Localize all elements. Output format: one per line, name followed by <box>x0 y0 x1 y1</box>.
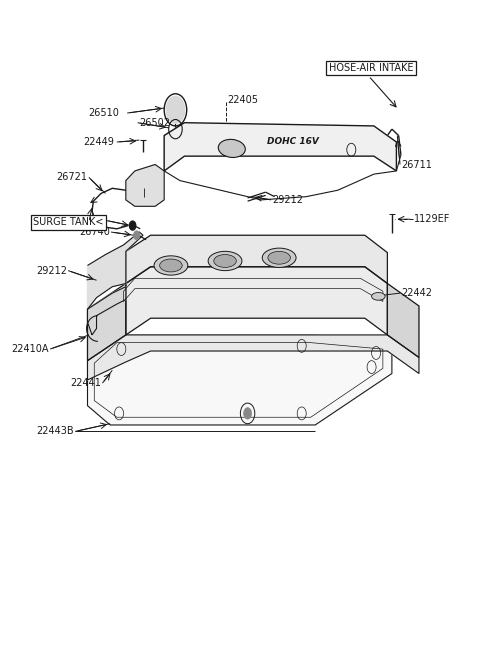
Polygon shape <box>164 123 396 171</box>
Polygon shape <box>87 335 392 425</box>
Circle shape <box>166 96 185 124</box>
Text: 1129EF: 1129EF <box>414 214 451 224</box>
Text: 22410A: 22410A <box>12 344 49 354</box>
Text: 26740: 26740 <box>79 227 110 237</box>
Ellipse shape <box>214 254 236 267</box>
Text: 22441: 22441 <box>70 378 101 388</box>
Polygon shape <box>387 283 419 357</box>
Polygon shape <box>126 267 387 335</box>
Ellipse shape <box>218 139 245 158</box>
Polygon shape <box>87 335 419 380</box>
Ellipse shape <box>372 292 385 300</box>
Text: HOSE-AIR INTAKE: HOSE-AIR INTAKE <box>329 63 413 73</box>
Circle shape <box>243 407 252 419</box>
Polygon shape <box>126 164 164 206</box>
Text: DOHC 16V: DOHC 16V <box>267 137 319 147</box>
Ellipse shape <box>208 252 242 271</box>
Text: 26711: 26711 <box>401 160 432 170</box>
Text: 1472AG: 1472AG <box>67 215 106 225</box>
Text: 22449: 22449 <box>84 137 115 147</box>
Polygon shape <box>87 283 126 361</box>
Text: 22443B: 22443B <box>36 426 74 436</box>
Text: 22442: 22442 <box>401 288 432 298</box>
Text: 26502: 26502 <box>139 118 170 127</box>
Text: 26510: 26510 <box>88 108 119 118</box>
Polygon shape <box>87 286 126 335</box>
Polygon shape <box>87 232 143 309</box>
Text: 22405: 22405 <box>228 95 258 105</box>
Polygon shape <box>126 235 387 283</box>
Text: 29212: 29212 <box>272 195 303 205</box>
Text: 26721: 26721 <box>57 172 87 183</box>
Ellipse shape <box>154 256 188 275</box>
Circle shape <box>133 231 140 240</box>
Text: SURGE TANK<: SURGE TANK< <box>34 217 104 227</box>
Circle shape <box>130 221 136 230</box>
Ellipse shape <box>268 252 290 264</box>
Text: 29212: 29212 <box>36 265 67 276</box>
Ellipse shape <box>262 248 296 267</box>
Ellipse shape <box>160 259 182 272</box>
